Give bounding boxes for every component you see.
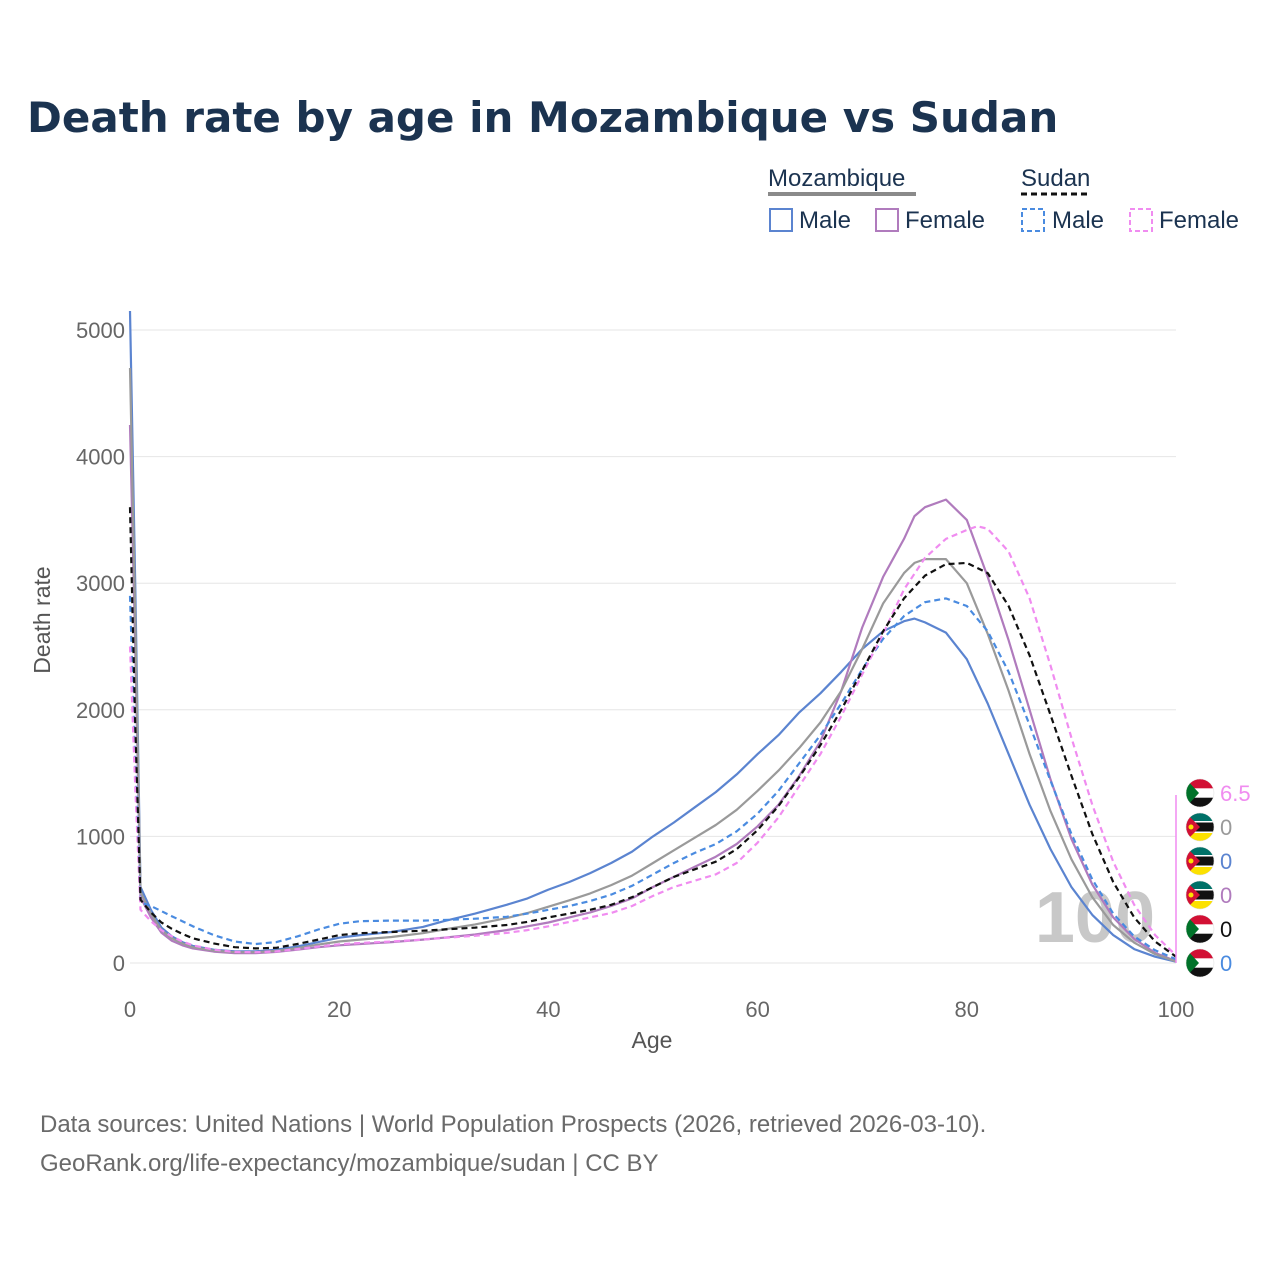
series-line-sudan-female [128, 525, 1177, 957]
legend-label-sudan-male: Male [1052, 207, 1104, 234]
legend-group-mozambique: Mozambique [768, 165, 905, 192]
y-axis-ticks: 0 1000 2000 3000 4000 5000 [76, 318, 125, 976]
legend-label-sudan-female: Female [1159, 207, 1239, 234]
legend-label-mozambique-male: Male [799, 207, 851, 234]
end-label-value: 6.5 [1220, 781, 1251, 806]
end-labels: 6.5 0 0 0 0 0 [1185, 778, 1251, 978]
y-tick-label: 3000 [76, 571, 125, 596]
legend-swatch-sudan-male [1021, 208, 1045, 232]
y-tick-label: 0 [113, 951, 125, 976]
mozambique-flag-icon [1185, 846, 1215, 876]
x-tick-label: 100 [1158, 997, 1195, 1022]
series-line-mozambique-total [128, 367, 1177, 963]
sudan-flag-icon [1185, 914, 1215, 944]
end-label-value: 0 [1220, 917, 1232, 942]
end-label-value: 0 [1220, 849, 1232, 874]
end-label-value: 0 [1220, 951, 1232, 976]
legend: Mozambique Male Female Sudan Male Female [768, 165, 1239, 234]
x-tick-label: 0 [124, 997, 136, 1022]
series-line-sudan-male [128, 595, 1177, 961]
chart-title: Death rate by age in Mozambique vs Sudan [27, 93, 1058, 142]
y-tick-label: 4000 [76, 445, 125, 470]
mozambique-flag-icon [1185, 880, 1215, 910]
y-tick-label: 1000 [76, 824, 125, 849]
y-axis-label: Death rate [29, 566, 55, 673]
y-tick-label: 5000 [76, 318, 125, 343]
x-tick-label: 60 [745, 997, 769, 1022]
y-tick-label: 2000 [76, 698, 125, 723]
sudan-flag-icon [1185, 948, 1215, 978]
gridlines [130, 329, 1176, 964]
x-tick-label: 80 [955, 997, 979, 1022]
legend-group-sudan: Sudan [1021, 165, 1090, 192]
legend-swatch-mozambique-female [875, 208, 899, 232]
source-line-1: Data sources: United Nations | World Pop… [40, 1111, 986, 1138]
x-tick-label: 40 [536, 997, 560, 1022]
x-tick-label: 20 [327, 997, 351, 1022]
sudan-flag-icon [1185, 778, 1215, 808]
series-lines [128, 310, 1177, 963]
series-line-sudan-total [128, 507, 1177, 958]
legend-swatch-sudan-female [1129, 208, 1153, 232]
end-label-value: 0 [1220, 883, 1232, 908]
legend-swatch-mozambique-male [769, 208, 793, 232]
legend-label-mozambique-female: Female [905, 207, 985, 234]
source-line-2: GeoRank.org/life-expectancy/mozambique/s… [40, 1150, 659, 1177]
end-label-value: 0 [1220, 815, 1232, 840]
x-axis-ticks: 0 20 40 60 80 100 [124, 997, 1194, 1022]
x-axis-label: Age [632, 1027, 673, 1053]
mozambique-flag-icon [1185, 812, 1215, 842]
series-line-mozambique-female [128, 424, 1177, 963]
